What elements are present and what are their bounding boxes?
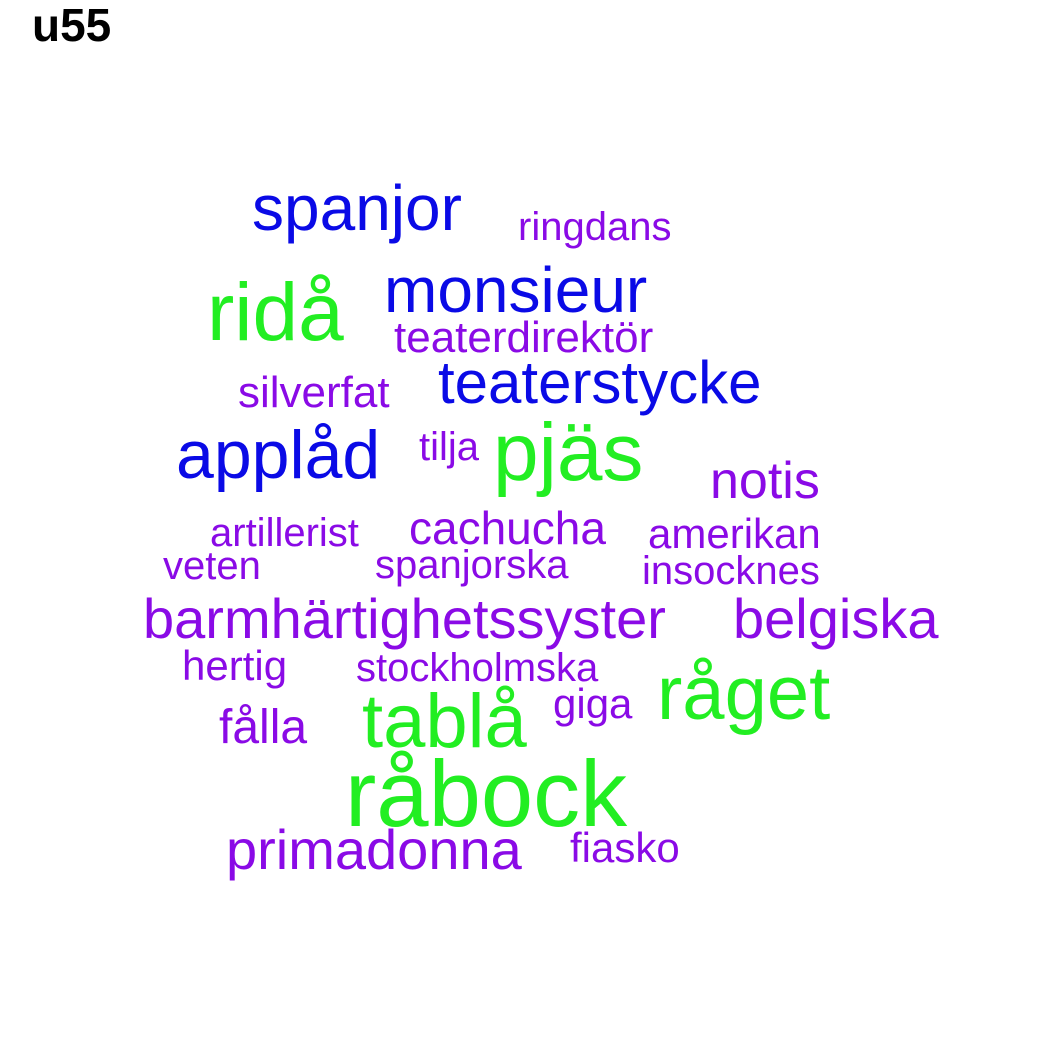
- word-fiasko: fiasko: [570, 824, 680, 871]
- word-rida: ridå: [207, 267, 344, 358]
- word-veten: veten: [163, 544, 261, 588]
- word-tabla: tablå: [362, 679, 527, 764]
- word-monsieur: monsieur: [384, 254, 648, 326]
- word-rabock: råbock: [345, 741, 628, 846]
- word-pjas: pjäs: [493, 407, 644, 498]
- word-raget: råget: [657, 651, 831, 736]
- word-ringdans: ringdans: [518, 205, 672, 249]
- word-giga: giga: [553, 680, 633, 727]
- plot-title: u55: [32, 0, 112, 51]
- word-cachucha: cachucha: [409, 502, 606, 554]
- word-belgiska: belgiska: [733, 587, 939, 650]
- word-stockholmska: stockholmska: [356, 646, 599, 690]
- word-hertig: hertig: [182, 642, 288, 689]
- word-teaterdirektor: teaterdirektör: [394, 313, 654, 362]
- word-insocknes: insocknes: [642, 549, 820, 593]
- word-artillerist: artillerist: [210, 511, 359, 555]
- word-spanjorska: spanjorska: [375, 543, 569, 587]
- word-amerikan: amerikan: [648, 510, 821, 557]
- word-falla: fålla: [219, 701, 308, 754]
- word-notis: notis: [710, 452, 820, 510]
- word-primadonna: primadonna: [226, 818, 522, 881]
- word-tilja: tilja: [419, 425, 480, 469]
- word-teaterstycke: teaterstycke: [438, 349, 762, 416]
- word-silverfat: silverfat: [238, 368, 390, 417]
- word-applad: applåd: [176, 417, 381, 493]
- word-barmhartighetssyster: barmhärtighetssyster: [143, 587, 666, 650]
- word-spanjor: spanjor: [252, 172, 462, 244]
